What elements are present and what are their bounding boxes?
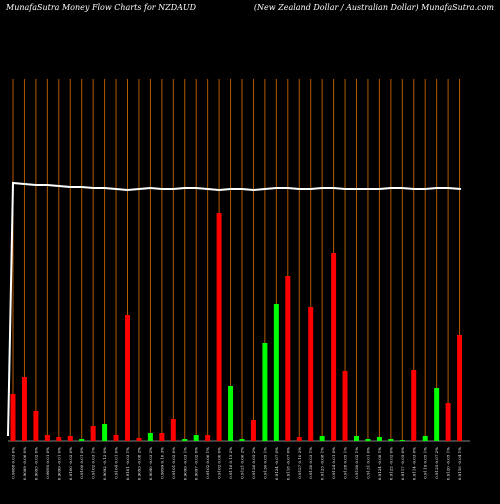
- bar: [21, 377, 27, 441]
- x-tick-label: 0.9088 0.03 6%: [11, 447, 16, 479]
- x-tick-label: 0.9125 0.07 2%: [434, 447, 439, 479]
- x-tick-label: 0.9100 -0.02 0%: [68, 447, 73, 480]
- x-tick-label: 0.9102 0.06 1%: [205, 447, 210, 479]
- x-tick-label: 0.9117 -0.05 0%: [400, 447, 405, 480]
- bar: [67, 436, 73, 441]
- bar: [147, 433, 153, 441]
- bar: [365, 439, 371, 441]
- bar: [10, 394, 16, 441]
- x-tick-label: 0.9128 0.05 1%: [343, 447, 348, 479]
- bar: [411, 370, 417, 441]
- price-line-layer: [7, 181, 462, 437]
- x-tick-label: 0.9121 0.06 2%: [240, 447, 245, 479]
- bar: [182, 439, 188, 441]
- x-tick-label: 0.9099 -0.03 1%: [182, 447, 187, 480]
- bar: [136, 438, 142, 441]
- x-tick-label: 0.9104 0.01 0%: [114, 447, 119, 479]
- bar: [102, 424, 108, 441]
- bar: [193, 435, 199, 441]
- x-tick-label: 0.9123 -0.08 1%: [320, 447, 325, 480]
- x-tick-label: 0.9130 0.05 1%: [262, 447, 267, 479]
- chart-title: MunafaSutra Money Flow Charts for NZDAUD: [5, 3, 197, 12]
- x-tick-labels: 0.9088 0.03 6% 0.9089 -0.06 0% 0.9093 -0.0…: [11, 447, 463, 480]
- bars: [10, 213, 463, 441]
- bar: [422, 436, 428, 441]
- grid-lines: [8, 79, 470, 442]
- bar: [79, 439, 85, 441]
- bar: [44, 435, 50, 441]
- bar: [434, 388, 440, 441]
- bar: [319, 436, 325, 441]
- x-tick-label: 0.9130 0.02 1%: [354, 447, 359, 479]
- bar: [113, 435, 119, 441]
- x-tick-label: 0.9101 0.02 0%: [171, 447, 176, 479]
- bar: [399, 440, 405, 441]
- x-tick-label: 0.9097 -0.02 0%: [194, 447, 199, 480]
- x-tick-label: 0.9124 0.01 0%: [331, 447, 336, 479]
- x-tick-label: 0.9099 0.10 3%: [159, 447, 164, 479]
- bar: [273, 304, 279, 441]
- bar: [331, 253, 337, 441]
- price-line: [7, 181, 462, 437]
- bar: [228, 386, 234, 441]
- bar: [170, 419, 176, 441]
- bar: [250, 420, 256, 441]
- x-tick-label: 0.9089 -0.06 0%: [22, 447, 27, 480]
- x-tick-label: 0.9124 -0.07 0%: [274, 447, 279, 480]
- x-tick-label: 0.9116 0.15 2%: [228, 447, 233, 479]
- bar: [388, 439, 394, 441]
- bar: [445, 403, 451, 441]
- x-tick-label: 0.9114 -0.03 0%: [411, 447, 416, 480]
- bar: [205, 435, 211, 441]
- x-tick-label: 0.9100 0.01 0%: [79, 447, 84, 479]
- x-tick-label: 0.9092 -0.12 0%: [102, 447, 107, 480]
- bar: [262, 343, 268, 441]
- x-tick-label: 0.9090 -0.03 2%: [148, 447, 153, 480]
- bar: [216, 213, 222, 441]
- bar: [33, 411, 39, 441]
- bar: [308, 307, 314, 441]
- bar: [239, 439, 245, 441]
- bar: [56, 437, 62, 441]
- bar: [342, 371, 348, 441]
- x-tick-label: 0.9102 0.00 0%: [217, 447, 222, 479]
- x-tick-label: 0.9119 0.05 1%: [423, 447, 428, 479]
- x-tick-label: 0.9099 -0.01 0%: [56, 447, 61, 480]
- x-tick-label: 0.9120 -0.05 1%: [446, 447, 451, 480]
- x-tick-label: 0.9130 0.03 1%: [308, 447, 313, 479]
- x-tick-label: 0.9131 0.01 0%: [365, 447, 370, 479]
- x-tick-label: 0.9122 -0.02 0%: [388, 447, 393, 480]
- x-tick-label: 0.9127 0.10 2%: [297, 447, 302, 479]
- x-tick-label: 0.9126 0.05 2%: [251, 447, 256, 479]
- bar: [457, 335, 463, 441]
- x-tick-label: 0.9093 -0.08 2%: [136, 447, 141, 480]
- x-tick-label: 0.9118 -0.07 0%: [285, 447, 290, 480]
- bar: [90, 426, 96, 441]
- bar: [296, 437, 302, 441]
- bar: [159, 433, 165, 441]
- x-tick-label: 0.9101 -0.03 1%: [125, 447, 130, 480]
- x-tick-label: 0.9102 0.03 1%: [91, 447, 96, 479]
- bar: [376, 437, 382, 441]
- x-tick-label: 0.9093 -0.02 0%: [33, 447, 38, 480]
- chart-subtitle: (New Zealand Dollar / Australian Dollar)…: [254, 3, 494, 12]
- x-tick-label: 0.9124 -0.08 1%: [377, 447, 382, 480]
- bar: [125, 315, 130, 441]
- x-tick-label: 0.9095 0.01 0%: [45, 447, 50, 479]
- bar: [354, 436, 359, 441]
- bar: [285, 276, 291, 441]
- x-tick-label: 0.9116 -0.04 1%: [457, 447, 462, 480]
